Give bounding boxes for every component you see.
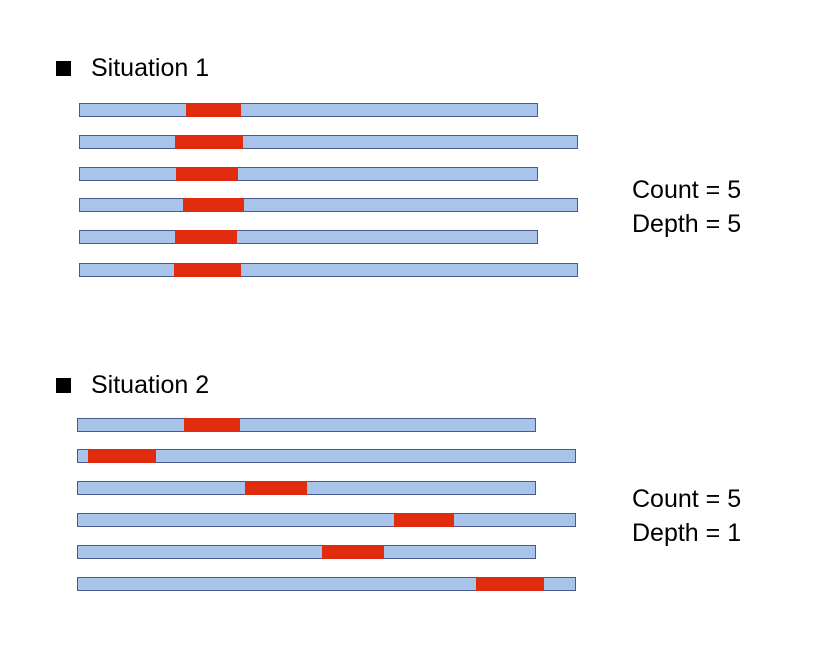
highlight-segment xyxy=(174,262,241,277)
highlight-segment xyxy=(186,102,241,117)
read-bar xyxy=(77,512,576,527)
highlight-segment xyxy=(476,576,544,591)
highlight-segment xyxy=(175,229,237,244)
highlight-segment xyxy=(184,417,240,432)
read-bar xyxy=(79,102,538,117)
bullet-square-icon xyxy=(56,378,71,393)
count-label: Count = 5 xyxy=(632,485,742,513)
highlight-segment xyxy=(183,197,244,212)
read-bar xyxy=(77,544,536,559)
situation-1-title: Situation 1 xyxy=(91,54,210,82)
read-bar xyxy=(79,197,578,212)
highlight-segment xyxy=(394,512,454,527)
read-bar xyxy=(79,229,538,244)
depth-label: Depth = 5 xyxy=(632,210,742,238)
read-bar xyxy=(77,576,576,591)
read-bar xyxy=(79,262,578,277)
read-bar xyxy=(79,166,538,181)
count-label: Count = 5 xyxy=(632,176,742,204)
highlight-segment xyxy=(176,166,238,181)
highlight-segment xyxy=(245,480,307,495)
situation-2-title: Situation 2 xyxy=(91,371,210,399)
bullet-square-icon xyxy=(56,61,71,76)
highlight-segment xyxy=(88,448,156,463)
highlight-segment xyxy=(322,544,384,559)
read-bar xyxy=(79,134,578,149)
read-bar xyxy=(77,417,536,432)
read-bar xyxy=(77,480,536,495)
highlight-segment xyxy=(175,134,243,149)
depth-label: Depth = 1 xyxy=(632,519,742,547)
read-bar xyxy=(77,448,576,463)
situation-2-stats: Count = 5 Depth = 1 xyxy=(632,482,741,550)
situation-1-stats: Count = 5 Depth = 5 xyxy=(632,173,741,241)
